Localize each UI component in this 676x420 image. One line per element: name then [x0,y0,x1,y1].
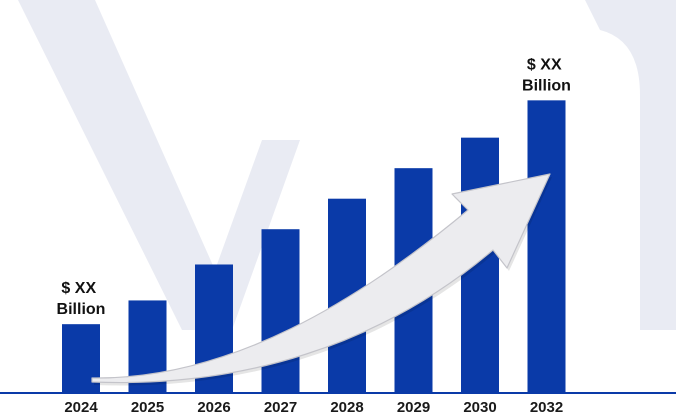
first-value-annotation: $ XX Billion [57,280,106,318]
bar-2032 [527,100,566,392]
last-value-annotation-line-2: Billion [522,77,571,94]
x-tick-label-2026: 2026 [197,399,230,416]
trend-arrow-shape [91,173,551,384]
x-tick-label-2028: 2028 [330,399,363,416]
x-tick-label-2024: 2024 [64,399,98,416]
first-value-annotation-line-2: Billion [57,301,106,318]
brand-watermark [18,0,676,330]
x-tick-label-2029: 2029 [397,399,430,416]
last-value-annotation: $ XX Billion [522,56,571,94]
bar-series [62,100,566,392]
x-tick-label-2030: 2030 [463,399,496,416]
x-tick-label-2032: 2032 [530,399,563,416]
last-value-annotation-line-1: $ XX [527,56,562,73]
first-value-annotation-line-1: $ XX [61,280,96,297]
trend-arrow-icon [91,173,552,386]
x-axis-tick-labels: 2024 2025 2026 2027 2028 2029 2030 2032 [64,399,563,416]
x-tick-label-2027: 2027 [264,399,297,416]
x-tick-label-2025: 2025 [131,399,164,416]
